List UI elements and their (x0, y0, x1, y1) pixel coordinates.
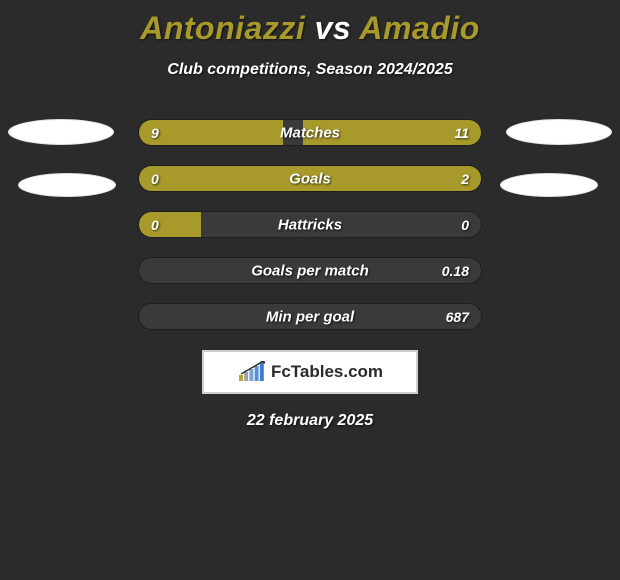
side-ellipse (18, 173, 116, 197)
stat-value-right: 0.18 (442, 263, 469, 279)
left-ellipse-group (8, 119, 116, 197)
stat-label: Hattricks (278, 216, 342, 233)
logo-box: FcTables.com (202, 350, 418, 394)
bar-right (201, 166, 481, 191)
stat-label: Goals per match (251, 262, 369, 279)
stat-value-right: 2 (461, 171, 469, 187)
stat-row: 9 11 Matches (138, 119, 482, 146)
stat-rows: 9 11 Matches 0 2 Goals 0 0 Hattricks 0.18 Goals pe… (138, 119, 482, 330)
stat-value-left: 9 (151, 125, 159, 141)
logo-chart-icon (237, 361, 265, 383)
stat-row: 0 2 Goals (138, 165, 482, 192)
stat-label: Goals (289, 170, 331, 187)
vs-text: vs (315, 10, 352, 46)
player1-name: Antoniazzi (140, 10, 305, 46)
stat-value-right: 0 (461, 217, 469, 233)
right-ellipse-group (506, 119, 612, 197)
comparison-title: Antoniazzi vs Amadio (0, 0, 620, 47)
stat-value-left: 0 (151, 217, 159, 233)
stat-row: 687 Min per goal (138, 303, 482, 330)
side-ellipse (500, 173, 598, 197)
date-line: 22 february 2025 (0, 412, 620, 430)
stat-row: 0.18 Goals per match (138, 257, 482, 284)
bar-left (139, 212, 201, 237)
stat-label: Matches (280, 124, 340, 141)
subtitle: Club competitions, Season 2024/2025 (0, 61, 620, 79)
stat-value-right: 11 (454, 125, 469, 141)
bar-left (139, 166, 201, 191)
chart-area: 9 11 Matches 0 2 Goals 0 0 Hattricks 0.18 Goals pe… (0, 119, 620, 330)
logo-text: FcTables.com (271, 362, 383, 382)
stat-label: Min per goal (266, 308, 354, 325)
side-ellipse (8, 119, 114, 145)
stat-value-left: 0 (151, 171, 159, 187)
bar-left (139, 120, 283, 145)
stat-row: 0 0 Hattricks (138, 211, 482, 238)
side-ellipse (506, 119, 612, 145)
player2-name: Amadio (359, 10, 479, 46)
stat-value-right: 687 (446, 309, 469, 325)
